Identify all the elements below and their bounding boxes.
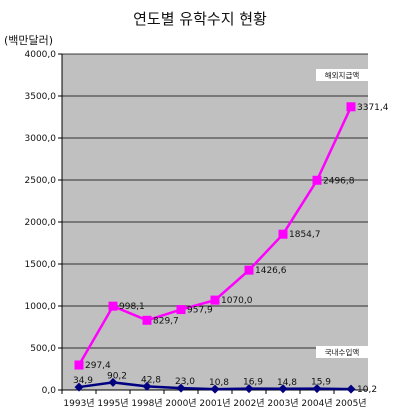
x-tick-label: 2000년: [165, 398, 196, 409]
data-point: [176, 383, 186, 393]
data-point: [74, 360, 84, 370]
data-label: 829,7: [153, 316, 179, 326]
data-point: [142, 315, 152, 325]
y-tick-label: 2000,0: [25, 218, 57, 228]
x-tick-labels: 1993년 1995년 1998년 2000년 2001년 2002년 2003년 2004년…: [61, 390, 367, 409]
data-label: 998,1: [119, 302, 145, 312]
data-point: [108, 377, 118, 387]
x-tick-label: 2003년: [267, 398, 298, 409]
data-point: [278, 384, 288, 394]
y-tick-label: 4000,0: [25, 50, 57, 60]
data-label: 15,9: [311, 378, 331, 388]
y-tick-label: 3500,0: [25, 92, 57, 102]
data-label: 297,4: [85, 361, 111, 371]
x-tick-label: 2005년: [335, 398, 366, 409]
x-tick-label: 2001년: [199, 398, 230, 409]
data-label: 90,2: [107, 371, 127, 381]
data-label: 42,8: [141, 375, 161, 385]
data-label: 2496,8: [323, 176, 355, 186]
y-tick-label: 0,0: [42, 386, 57, 396]
data-label: 10,8: [209, 378, 229, 388]
data-point: [74, 382, 84, 392]
y-tick-labels: 0,0 500,0 1000,0 1500,0 2000,0 2500,0 3000,0 35…: [25, 50, 62, 396]
data-label: 10,2: [357, 385, 377, 395]
data-label: 34,9: [73, 376, 93, 386]
data-label: 16,9: [243, 378, 263, 388]
legend-label: 국내수입액: [325, 347, 360, 357]
data-point: [244, 265, 254, 275]
unit-label: (백만달러): [4, 34, 53, 47]
x-tick-label: 2004년: [301, 398, 332, 409]
data-label: 23,0: [175, 377, 195, 387]
legend-label: 해외지급액: [325, 70, 360, 80]
data-point: [346, 384, 356, 394]
data-label: 957,9: [187, 306, 213, 316]
data-label: 14,8: [277, 378, 297, 388]
data-label: 3371,4: [357, 103, 389, 113]
y-tick-label: 3000,0: [25, 134, 57, 144]
data-point: [210, 295, 220, 305]
data-point: [108, 301, 118, 311]
data-point: [312, 175, 322, 185]
x-tick-label: 1995년: [97, 398, 128, 409]
series-1: 297,4 998,1 829,7 957,9 1070,0 1426,6 1854,7 24…: [74, 102, 389, 371]
data-label: 1854,7: [289, 230, 321, 240]
x-tick-label: 1993년: [63, 398, 94, 409]
data-point: [244, 384, 254, 394]
series-2: 34,9 90,2 42,8 23,0 10,8 16,9 14,8 15,9 10,2: [73, 371, 377, 395]
chart-title: 연도별 유학수지 현황: [133, 10, 267, 28]
y-tick-label: 500,0: [30, 344, 56, 354]
legend-box: [316, 346, 368, 358]
x-tick-label: 1998년: [131, 398, 162, 409]
data-point: [210, 384, 220, 394]
y-tick-label: 1500,0: [25, 260, 57, 270]
y-tick-label: 2500,0: [25, 176, 57, 186]
legend-box: [316, 69, 368, 81]
x-tick-label: 2002년: [233, 398, 264, 409]
data-label: 1426,6: [255, 266, 287, 276]
data-label: 1070,0: [221, 296, 253, 306]
data-point: [346, 102, 356, 112]
data-point: [142, 381, 152, 391]
data-point: [176, 305, 186, 315]
data-point: [312, 384, 322, 394]
series-layer: 297,4 998,1 829,7 957,9 1070,0 1426,6 1854,7 24…: [73, 102, 389, 395]
y-tick-label: 1000,0: [25, 302, 57, 312]
data-point: [278, 229, 288, 239]
